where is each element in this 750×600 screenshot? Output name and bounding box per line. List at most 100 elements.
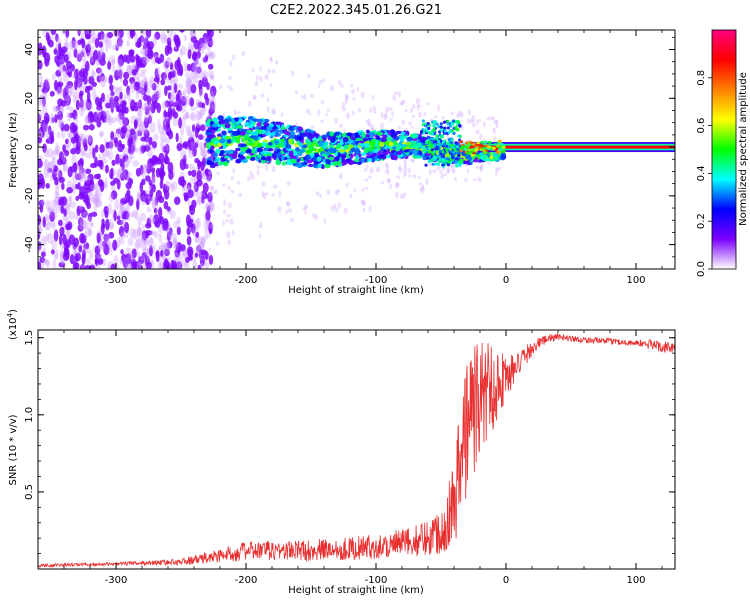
heatmap-cell: [344, 93, 348, 100]
heatmap-cell: [301, 95, 304, 100]
heatmap-cell: [228, 75, 232, 81]
heatmap-cell: [388, 107, 393, 111]
heatmap-cell: [386, 148, 391, 154]
heatmap-cell: [412, 103, 416, 110]
heatmap-cell: [106, 110, 111, 121]
heatmap-cell: [98, 41, 104, 48]
heatmap-cell: [38, 60, 43, 70]
heatmap-cell: [92, 111, 99, 123]
heatmap-cell: [43, 167, 48, 178]
heatmap-cell: [62, 144, 66, 153]
heatmap-cell: [130, 143, 137, 153]
heatmap-cell: [200, 171, 206, 178]
heatmap-cell: [94, 245, 101, 256]
heatmap-cell: [248, 100, 252, 107]
heatmap-cell: [122, 117, 130, 127]
heatmap-cell: [137, 217, 142, 227]
heatmap-cell: [134, 210, 139, 221]
heatmap-cell: [108, 192, 114, 203]
heatmap-cell: [43, 148, 49, 158]
heatmap-cell: [369, 167, 374, 174]
heatmap-cell: [265, 132, 270, 136]
heatmap-cell: [193, 72, 199, 84]
heatmap-cell: [117, 139, 122, 147]
heatmap-cell: [395, 181, 400, 189]
heatmap-cell: [117, 58, 124, 68]
heatmap-cell: [108, 115, 113, 126]
heatmap-cell: [430, 132, 435, 136]
heatmap-cell: [198, 88, 204, 99]
heatmap-cell: [474, 143, 479, 147]
heatmap-cell: [456, 147, 460, 151]
heatmap-cell: [118, 30, 124, 39]
heatmap-cell: [360, 91, 365, 99]
heatmap-cell: [256, 147, 263, 153]
heatmap-cell: [383, 113, 387, 120]
heatmap-cell: [199, 235, 203, 245]
heatmap-cell: [194, 218, 200, 229]
heatmap-cell: [453, 147, 457, 151]
heatmap-cell: [454, 161, 458, 165]
heatmap-cell: [73, 68, 79, 80]
heatmap-cell: [315, 191, 320, 196]
heatmap-cell: [49, 113, 55, 125]
heatmap-cell: [207, 63, 214, 70]
heatmap-cell: [150, 167, 156, 174]
heatmap-cell: [138, 120, 145, 133]
heatmap-cell: [185, 77, 192, 87]
heatmap-cell: [67, 70, 73, 78]
heatmap-cell: [38, 73, 43, 85]
heatmap-cell: [67, 115, 72, 122]
heatmap-cell: [64, 83, 70, 93]
heatmap-cell: [127, 195, 134, 207]
heatmap-cell: [100, 72, 105, 82]
heatmap-cell: [329, 131, 334, 137]
heatmap-cell: [412, 149, 419, 155]
heatmap-cell: [135, 238, 141, 249]
heatmap-cell: [269, 82, 273, 88]
heatmap-cell: [156, 118, 161, 129]
heatmap-cell: [102, 240, 108, 248]
heatmap-cell: [497, 139, 502, 143]
heatmap-cell: [364, 178, 369, 182]
heatmap-cell: [417, 175, 421, 180]
heatmap-cell: [328, 156, 335, 161]
heatmap-cell: [57, 98, 64, 107]
heatmap-cell: [73, 48, 78, 58]
heatmap-cell: [360, 157, 366, 163]
heatmap-cell: [47, 207, 51, 214]
heatmap-cell: [88, 229, 93, 236]
heatmap-cell: [343, 144, 349, 150]
heatmap-cell: [195, 66, 202, 74]
heatmap-cell: [231, 53, 236, 61]
heatmap-cell: [83, 243, 87, 253]
heatmap-cell: [481, 154, 488, 159]
heatmap-cell: [471, 115, 476, 122]
colorbar-gradient: [712, 30, 736, 269]
heatmap-cell: [143, 115, 149, 123]
heatmap-cell: [353, 188, 356, 193]
heatmap-cell: [96, 159, 103, 168]
heatmap-cell: [130, 261, 137, 269]
heatmap-cell: [178, 253, 183, 263]
heatmap-cell: [47, 233, 54, 245]
heatmap-cell: [280, 156, 285, 161]
heatmap-cell: [338, 173, 343, 180]
heatmap-cell: [364, 143, 371, 148]
heatmap-cell: [239, 151, 245, 155]
heatmap-cell: [417, 104, 421, 108]
heatmap-cell: [186, 235, 192, 246]
heatmap-cell: [439, 122, 443, 126]
heatmap-cell: [72, 109, 78, 120]
heatmap-cell: [467, 109, 472, 116]
heatmap-cell: [385, 169, 389, 174]
heatmap-cell: [203, 107, 207, 114]
heatmap-cell: [80, 31, 84, 40]
heatmap-cell: [177, 83, 184, 89]
heatmap-cell: [186, 227, 191, 236]
heatmap-cell: [78, 79, 84, 91]
heatmap-cell: [90, 45, 94, 51]
heatmap-cell: [424, 163, 428, 167]
heatmap-cell: [184, 71, 191, 80]
heatmap-cell: [126, 39, 130, 48]
